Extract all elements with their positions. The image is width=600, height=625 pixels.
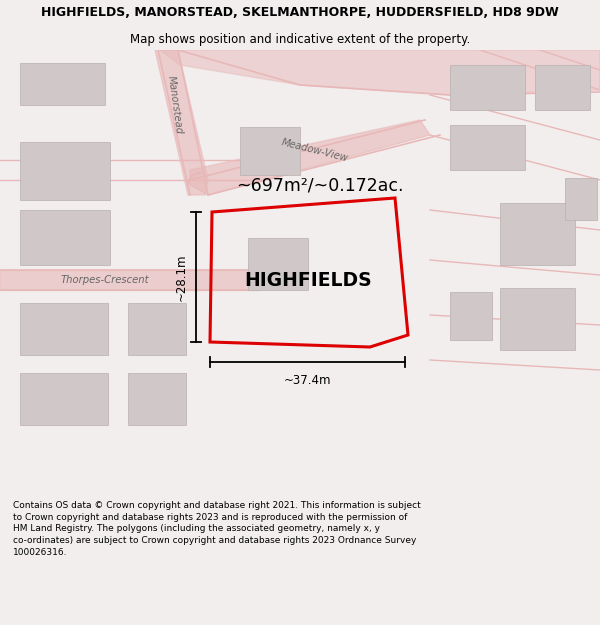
Bar [248, 238, 308, 290]
Bar [450, 292, 492, 340]
Polygon shape [0, 270, 260, 290]
Text: HIGHFIELDS: HIGHFIELDS [244, 271, 372, 289]
Bar [20, 142, 110, 200]
Bar [20, 63, 105, 105]
Text: Manorstead: Manorstead [166, 75, 184, 135]
Bar [128, 373, 186, 425]
Text: Thorpes-Crescent: Thorpes-Crescent [61, 275, 149, 285]
Bar [450, 125, 525, 170]
Text: Contains OS data © Crown copyright and database right 2021. This information is : Contains OS data © Crown copyright and d… [13, 501, 421, 557]
Bar [535, 65, 590, 110]
Bar [565, 178, 597, 220]
Bar [128, 303, 186, 355]
Text: ~37.4m: ~37.4m [284, 374, 331, 387]
Bar [20, 210, 110, 265]
Text: ~28.1m: ~28.1m [175, 253, 188, 301]
Polygon shape [160, 50, 600, 95]
Text: Map shows position and indicative extent of the property.: Map shows position and indicative extent… [130, 32, 470, 46]
Polygon shape [155, 50, 208, 195]
Bar [20, 303, 108, 355]
Bar [240, 127, 300, 175]
Bar [500, 288, 575, 350]
Bar [450, 65, 525, 110]
Text: ~697m²/~0.172ac.: ~697m²/~0.172ac. [236, 176, 404, 194]
Text: Meadow-View: Meadow-View [280, 137, 350, 163]
Bar [20, 373, 108, 425]
Polygon shape [190, 120, 430, 195]
Bar [500, 203, 575, 265]
Text: HIGHFIELDS, MANORSTEAD, SKELMANTHORPE, HUDDERSFIELD, HD8 9DW: HIGHFIELDS, MANORSTEAD, SKELMANTHORPE, H… [41, 6, 559, 19]
